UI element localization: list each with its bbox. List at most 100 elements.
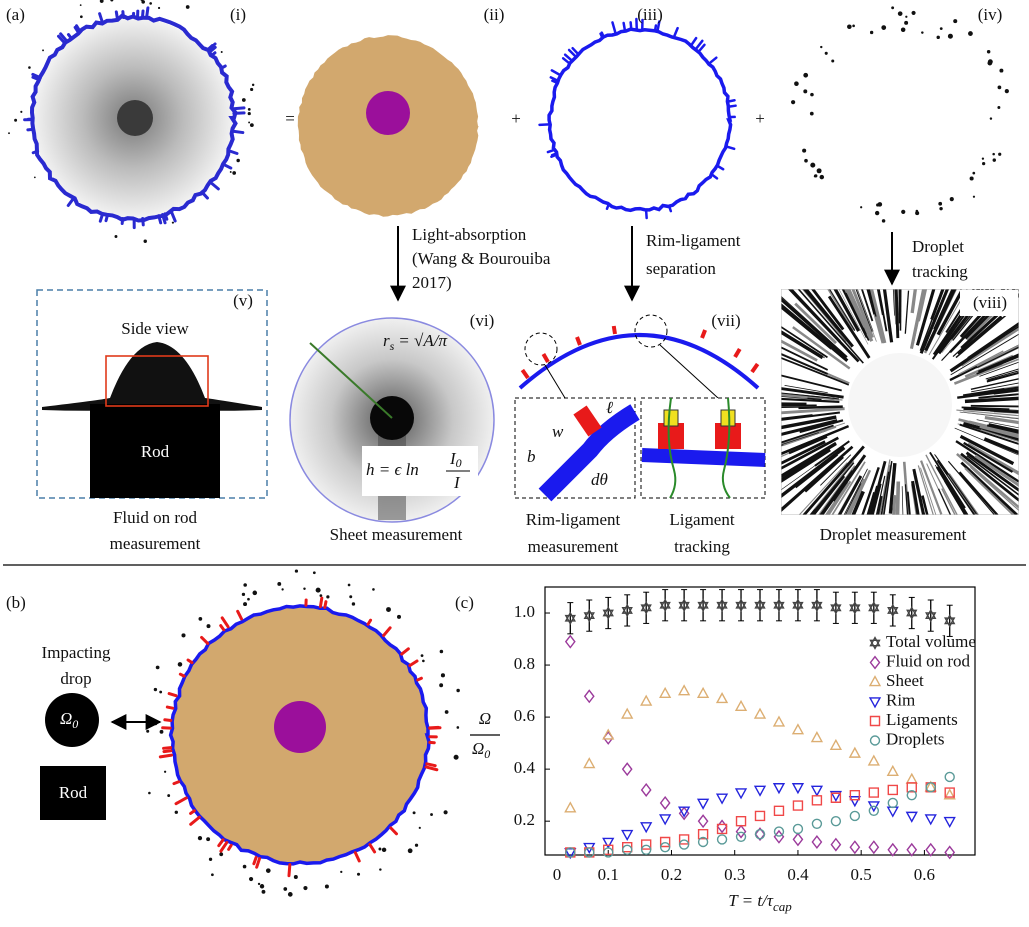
caption: Droplet measurement xyxy=(820,525,967,544)
marker xyxy=(925,842,937,857)
symbol-part: 0 xyxy=(72,717,78,731)
track xyxy=(851,490,865,515)
marker xyxy=(906,782,917,793)
marker xyxy=(811,834,823,849)
marker xyxy=(584,847,595,858)
ligament xyxy=(31,72,42,80)
ligament xyxy=(416,676,423,682)
track xyxy=(967,442,1019,476)
droplet xyxy=(79,4,82,7)
marker xyxy=(754,810,766,822)
ligament xyxy=(221,162,233,170)
y-axis-label: Ω0 xyxy=(472,739,490,761)
droplet xyxy=(250,87,254,92)
track xyxy=(721,397,731,499)
track xyxy=(955,309,1013,359)
ligament xyxy=(323,600,328,609)
track xyxy=(925,454,958,515)
ligament xyxy=(66,197,75,207)
marker xyxy=(753,785,767,797)
droplet xyxy=(251,83,255,87)
marker xyxy=(849,810,861,822)
droplet xyxy=(252,590,258,596)
ligament xyxy=(550,152,557,157)
ligament xyxy=(157,214,163,225)
arrow-label: Rim-ligament xyxy=(646,231,741,250)
droplet xyxy=(248,121,251,124)
track xyxy=(856,289,877,342)
droplet xyxy=(444,710,449,714)
arrow-label: 2017) xyxy=(412,273,452,292)
marker xyxy=(924,780,937,792)
ligament xyxy=(217,838,225,848)
ligament xyxy=(709,56,718,64)
ligament xyxy=(169,209,177,223)
marker xyxy=(640,600,652,615)
zoom-circle xyxy=(524,332,558,366)
track xyxy=(980,429,1019,443)
droplet xyxy=(340,870,343,874)
ligament xyxy=(174,796,188,806)
plot-frame xyxy=(544,586,976,856)
track xyxy=(860,289,874,322)
tag: (i) xyxy=(230,5,246,24)
droplet xyxy=(947,33,953,39)
track xyxy=(919,289,950,354)
y-tick-label: 0.2 xyxy=(514,810,535,829)
marker xyxy=(791,783,805,795)
droplet xyxy=(972,195,976,198)
marker xyxy=(887,797,898,809)
droplet xyxy=(972,171,976,175)
ligament-zoom xyxy=(573,405,602,437)
marker xyxy=(811,795,823,806)
ligament xyxy=(353,851,361,863)
droplet xyxy=(847,24,852,30)
droplet xyxy=(247,597,250,601)
marker xyxy=(734,699,748,711)
marker xyxy=(735,824,747,839)
track xyxy=(781,431,835,454)
droplet xyxy=(921,31,924,34)
tag: (ii) xyxy=(484,5,505,24)
droplet xyxy=(420,654,424,658)
ligament xyxy=(366,618,373,626)
droplet xyxy=(949,197,954,202)
ligament xyxy=(162,746,173,750)
track xyxy=(936,289,964,336)
ligament xyxy=(575,336,582,346)
droplet xyxy=(989,117,993,120)
caption: measurement xyxy=(110,534,201,553)
track xyxy=(781,325,828,359)
rod xyxy=(40,766,106,820)
marker xyxy=(848,796,861,808)
droplet xyxy=(999,68,1004,73)
droplet xyxy=(248,876,254,882)
formula-part: 0 xyxy=(456,456,462,470)
ligament xyxy=(210,51,217,57)
track xyxy=(926,309,946,347)
droplet xyxy=(174,810,178,814)
track xyxy=(788,289,858,360)
track xyxy=(912,468,926,515)
marker xyxy=(811,818,823,829)
marker xyxy=(906,842,918,857)
drawing-layer xyxy=(8,0,1009,897)
droplet xyxy=(110,0,114,2)
label-part: cap xyxy=(773,899,792,914)
track xyxy=(985,368,1019,380)
caption: Ligament xyxy=(669,510,734,529)
droplet xyxy=(79,15,83,19)
marker xyxy=(754,598,766,613)
track xyxy=(781,407,845,415)
track xyxy=(781,353,828,375)
track xyxy=(970,404,1019,408)
droplet xyxy=(303,885,308,891)
legend-marker xyxy=(868,675,882,687)
track xyxy=(969,466,1019,512)
legend-marker xyxy=(869,636,881,650)
droplet xyxy=(349,595,353,599)
marker xyxy=(849,600,861,615)
ligament xyxy=(236,609,243,621)
track xyxy=(781,422,846,445)
track xyxy=(984,358,1019,374)
